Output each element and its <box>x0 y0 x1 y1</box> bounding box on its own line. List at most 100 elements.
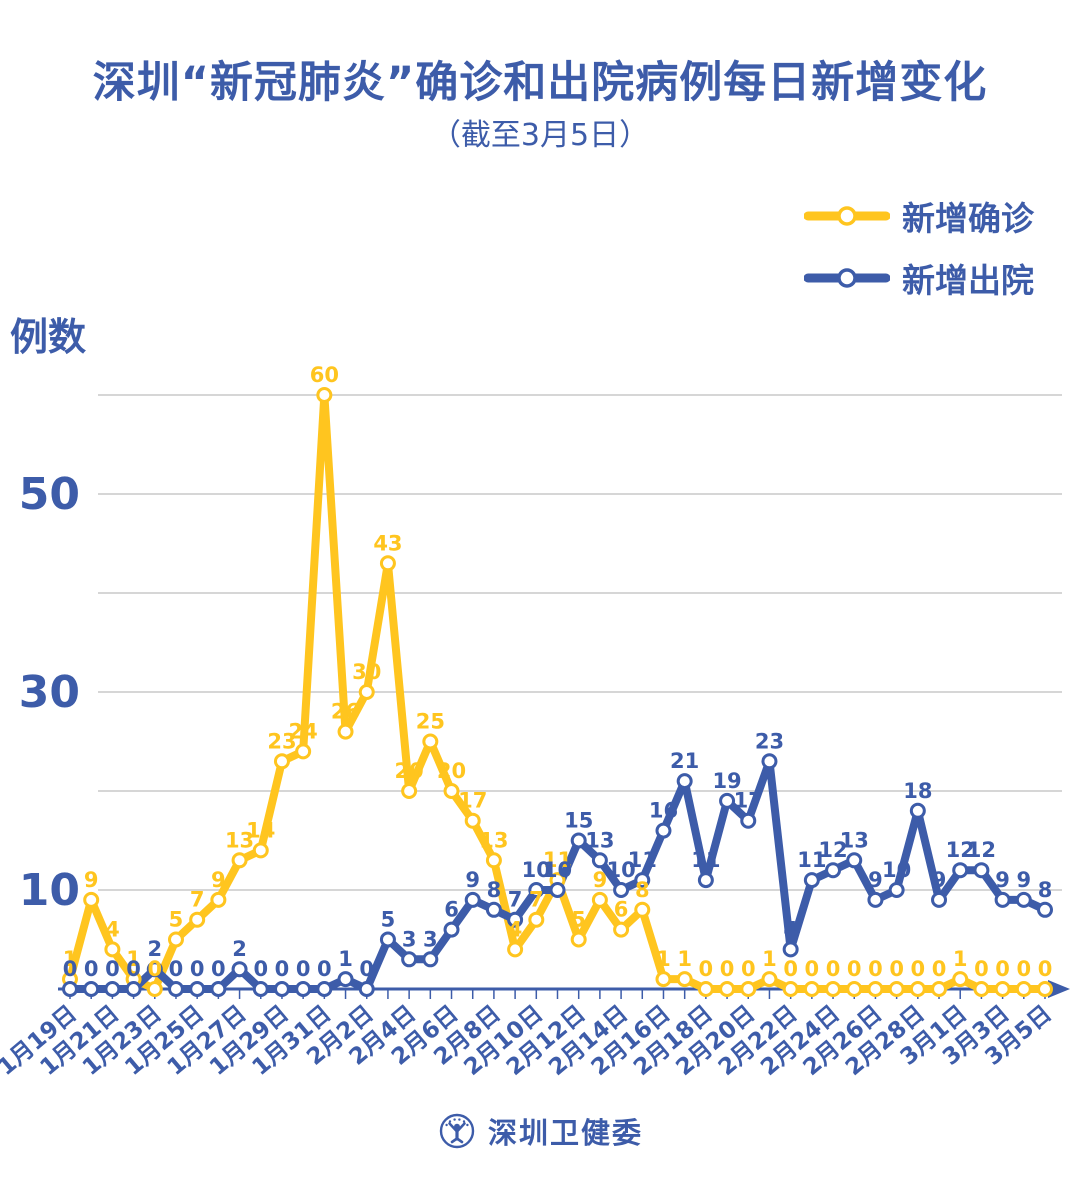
data-point-marker-confirmed <box>803 981 820 997</box>
data-point-label-discharged: 19 <box>712 769 741 793</box>
data-point-marker-discharged <box>358 981 375 997</box>
data-point-label-confirmed: 0 <box>868 957 883 981</box>
data-point-label-discharged: 4 <box>783 917 798 941</box>
footer-text: 深圳卫健委 <box>487 1116 643 1150</box>
data-point-label-discharged: 11 <box>797 848 826 872</box>
data-point-label-discharged: 13 <box>840 828 869 852</box>
data-point-marker-discharged <box>825 862 842 879</box>
data-point-label-discharged: 8 <box>1038 878 1053 902</box>
data-point-label-discharged: 0 <box>84 957 99 981</box>
data-point-marker-confirmed <box>443 783 460 799</box>
data-point-marker-discharged <box>273 981 290 997</box>
data-point-label-discharged: 12 <box>967 838 996 862</box>
data-point-label-discharged: 0 <box>211 957 226 981</box>
data-point-marker-confirmed <box>379 555 396 572</box>
data-point-marker-discharged <box>1015 891 1032 908</box>
data-point-label-discharged: 10 <box>522 858 551 882</box>
data-point-marker-discharged <box>210 981 227 997</box>
data-point-marker-discharged <box>761 753 778 770</box>
data-point-label-confirmed: 5 <box>571 908 586 932</box>
data-point-marker-discharged <box>189 981 206 997</box>
data-point-label-confirmed: 0 <box>889 957 904 981</box>
data-point-marker-confirmed <box>973 981 990 997</box>
legend-marker-confirmed-icon <box>804 206 890 226</box>
data-point-marker-confirmed <box>507 941 524 958</box>
data-point-marker-confirmed <box>146 981 163 997</box>
data-point-marker-discharged <box>104 981 121 997</box>
data-point-marker-confirmed <box>655 971 672 988</box>
data-point-marker-discharged <box>803 872 820 889</box>
legend-label-discharged: 新增出院 <box>902 261 1034 300</box>
data-point-marker-discharged <box>295 981 312 997</box>
data-point-marker-confirmed <box>740 981 757 997</box>
data-point-label-discharged: 0 <box>190 957 205 981</box>
legend-item-confirmed: 新增确诊 <box>804 192 1034 240</box>
data-point-marker-confirmed <box>167 931 184 948</box>
data-point-marker-discharged <box>62 981 78 997</box>
data-point-label-discharged: 2 <box>147 937 162 961</box>
data-point-label-confirmed: 0 <box>805 957 820 981</box>
data-point-label-discharged: 18 <box>903 779 932 803</box>
data-point-label-discharged: 10 <box>882 858 911 882</box>
data-point-label-confirmed: 0 <box>847 957 862 981</box>
data-point-label-confirmed: 20 <box>395 759 424 783</box>
data-point-marker-confirmed <box>719 981 736 997</box>
data-point-marker-confirmed <box>591 891 608 908</box>
data-point-label-confirmed: 5 <box>169 908 184 932</box>
data-point-label-discharged: 0 <box>253 957 268 981</box>
data-point-marker-discharged <box>655 822 672 839</box>
data-point-marker-confirmed <box>231 852 248 869</box>
data-point-marker-confirmed <box>189 911 206 928</box>
data-point-label-discharged: 23 <box>755 729 784 753</box>
data-point-marker-discharged <box>570 832 587 849</box>
legend-item-discharged: 新增出院 <box>804 254 1034 302</box>
data-point-marker-confirmed <box>210 891 227 908</box>
data-point-label-discharged: 5 <box>381 908 396 932</box>
data-point-marker-confirmed <box>252 842 269 859</box>
y-axis-tick-label: 50 <box>19 469 80 520</box>
data-point-marker-confirmed <box>83 891 100 908</box>
data-point-label-confirmed: 8 <box>635 878 650 902</box>
data-point-label-discharged: 10 <box>606 858 635 882</box>
data-point-marker-confirmed <box>888 981 905 997</box>
data-point-label-confirmed: 1 <box>63 947 78 971</box>
data-point-label-confirmed: 6 <box>614 898 629 922</box>
data-point-label-discharged: 8 <box>487 878 502 902</box>
data-point-label-confirmed: 1 <box>953 947 968 971</box>
data-point-label-confirmed: 13 <box>225 828 254 852</box>
data-point-marker-discharged <box>697 872 714 889</box>
data-point-marker-confirmed <box>697 981 714 997</box>
data-point-marker-discharged <box>973 862 990 879</box>
shenzhen-health-logo-icon <box>439 1113 475 1149</box>
data-point-label-confirmed: 1 <box>677 947 692 971</box>
data-point-marker-discharged <box>337 971 354 988</box>
data-point-marker-confirmed <box>846 981 863 997</box>
data-point-marker-confirmed <box>676 971 693 988</box>
data-point-label-discharged: 2 <box>232 937 247 961</box>
data-point-label-discharged: 0 <box>105 957 120 981</box>
data-point-marker-discharged <box>252 981 269 997</box>
data-point-label-confirmed: 43 <box>373 531 402 555</box>
data-point-label-confirmed: 9 <box>211 868 226 892</box>
data-point-label-confirmed: 0 <box>720 957 735 981</box>
data-point-label-confirmed: 24 <box>289 719 318 743</box>
data-point-label-confirmed: 25 <box>416 710 445 734</box>
data-point-label-confirmed: 60 <box>310 363 339 387</box>
data-point-marker-discharged <box>316 981 333 997</box>
data-point-label-discharged: 0 <box>317 957 332 981</box>
data-point-label-discharged: 9 <box>1016 868 1031 892</box>
data-point-marker-confirmed <box>909 981 926 997</box>
data-point-marker-discharged <box>443 921 460 938</box>
data-point-marker-discharged <box>549 882 566 898</box>
data-point-label-discharged: 12 <box>818 838 847 862</box>
data-point-marker-discharged <box>909 802 926 819</box>
chart-title: 深圳“新冠肺炎”确诊和出院病例每日新增变化 <box>92 58 988 108</box>
data-point-label-confirmed: 17 <box>458 789 487 813</box>
data-point-marker-discharged <box>167 981 184 997</box>
data-point-marker-discharged <box>931 891 948 908</box>
x-axis-arrow-icon <box>1048 980 1070 998</box>
data-point-label-discharged: 11 <box>691 848 720 872</box>
data-point-marker-confirmed <box>104 941 121 958</box>
data-point-marker-discharged <box>867 891 884 908</box>
data-point-label-discharged: 0 <box>296 957 311 981</box>
